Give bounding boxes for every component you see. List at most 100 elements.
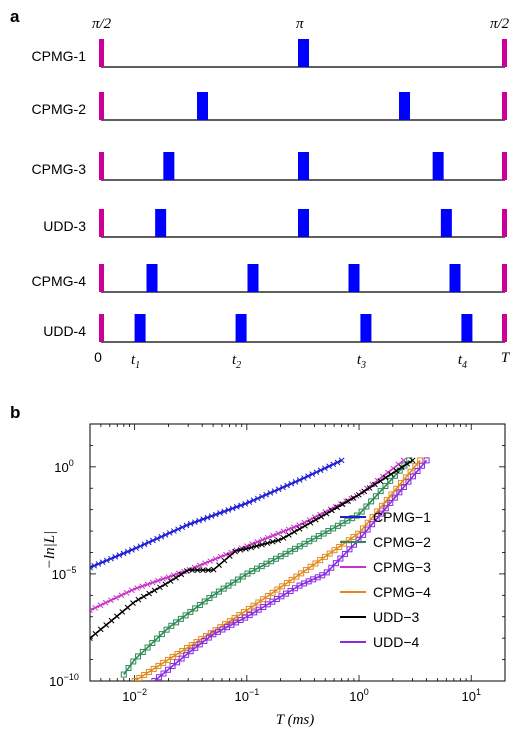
data-point	[97, 626, 104, 633]
pi-pulse	[348, 264, 360, 292]
data-point	[237, 547, 244, 553]
data-point	[131, 678, 138, 681]
panel-b-label: b	[10, 403, 20, 422]
data-point	[141, 671, 148, 678]
data-point	[396, 489, 403, 496]
data-point	[270, 532, 276, 539]
data-point	[149, 579, 156, 586]
data-point	[269, 538, 276, 545]
data-point	[123, 589, 130, 596]
data-point	[404, 460, 411, 467]
pi-label: π	[296, 16, 304, 32]
data-point	[334, 459, 341, 466]
data-point	[377, 478, 384, 484]
data-point	[382, 505, 389, 512]
data-point	[336, 543, 343, 550]
data-point	[387, 477, 394, 484]
data-point	[312, 516, 319, 523]
data-point	[377, 488, 384, 495]
data-point	[183, 522, 190, 529]
data-point	[234, 576, 241, 583]
data-point	[182, 612, 189, 619]
series-group	[90, 457, 416, 642]
x-tick-label: 10−1	[234, 687, 259, 704]
data-point	[373, 515, 380, 522]
data-point	[264, 593, 271, 600]
data-point	[144, 581, 151, 588]
data-point	[204, 514, 211, 521]
data-point	[271, 488, 278, 494]
data-point	[206, 595, 213, 602]
data-point	[90, 607, 93, 614]
data-point	[317, 467, 324, 474]
sequence-row: CPMG-4	[32, 264, 507, 293]
pulse-sequences: CPMG-1 CPMG-2 CPMG-3 UDD-3 CPMG-4 UDD-4	[32, 39, 507, 343]
data-point	[141, 541, 148, 548]
data-point	[158, 631, 165, 638]
x-tick-label: 10−2	[122, 687, 147, 704]
data-point	[169, 663, 176, 670]
data-point	[312, 560, 319, 567]
y-tick-label: 100	[54, 458, 73, 475]
data-point	[171, 528, 177, 534]
data-point	[174, 659, 181, 666]
data-point	[288, 576, 295, 583]
data-point	[160, 576, 167, 582]
data-point	[162, 531, 169, 538]
data-point	[253, 543, 260, 549]
data-point	[280, 535, 287, 541]
data-point	[341, 550, 348, 557]
pi-pulse	[449, 264, 461, 292]
data-point	[259, 536, 266, 543]
pi-half-pulse-start	[99, 264, 104, 292]
pi-half-pulse-start	[99, 314, 104, 342]
data-point	[338, 457, 345, 464]
data-point	[175, 526, 181, 533]
data-point	[274, 586, 281, 593]
data-point	[291, 524, 297, 531]
data-point	[108, 555, 114, 562]
data-point	[238, 502, 244, 509]
data-point	[388, 471, 394, 478]
data-point	[99, 559, 106, 566]
data-point	[133, 545, 139, 551]
pi-half-left-label: π/2	[92, 16, 112, 32]
data-point	[369, 521, 376, 528]
data-point	[382, 483, 389, 490]
series-line	[123, 459, 410, 676]
data-point	[405, 478, 412, 485]
data-point	[326, 463, 332, 470]
time-axis: 0 T t1 t2 t3 t4	[94, 349, 511, 371]
data-point	[275, 486, 282, 493]
data-point	[200, 567, 206, 573]
data-point	[350, 495, 357, 501]
data-point	[254, 495, 261, 502]
data-point	[360, 531, 367, 538]
data-point	[283, 580, 290, 587]
data-point	[241, 609, 248, 616]
legend-label: UDD−3	[373, 609, 420, 625]
data-point	[393, 467, 400, 474]
data-point	[358, 508, 365, 515]
data-point	[201, 637, 208, 644]
data-point	[390, 465, 397, 472]
data-point	[210, 566, 217, 573]
data-point	[114, 613, 120, 620]
data-point	[323, 569, 330, 576]
data-point	[165, 574, 172, 580]
data-point	[155, 674, 162, 681]
data-point	[361, 488, 368, 495]
data-point	[103, 557, 110, 564]
time-zero-label: 0	[94, 349, 102, 365]
data-point	[150, 665, 157, 672]
data-point	[177, 615, 184, 622]
data-point	[269, 589, 276, 596]
pi-pulse	[197, 92, 208, 120]
data-point	[167, 578, 174, 584]
data-point	[334, 504, 341, 511]
data-point	[112, 554, 119, 560]
data-point	[364, 526, 371, 533]
data-point	[232, 548, 239, 555]
data-point	[414, 468, 421, 475]
data-point	[130, 658, 137, 665]
